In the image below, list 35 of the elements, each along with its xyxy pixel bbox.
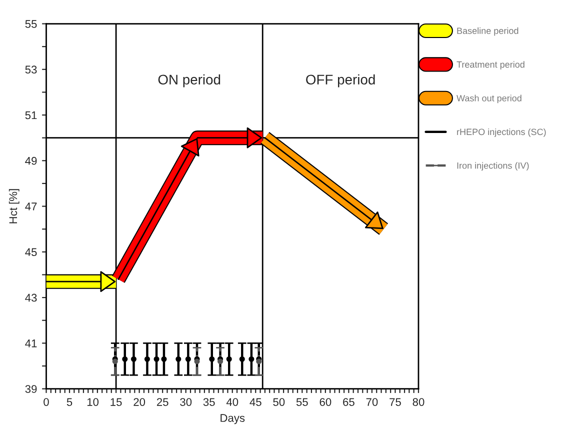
x-tick-label: 30 [180, 398, 192, 406]
y-tick-label: 45 [25, 248, 37, 256]
legend-label: rHEPO injections (SC) [457, 128, 546, 137]
x-tick-label: 65 [343, 398, 354, 406]
y-tick-label: 49 [25, 156, 37, 165]
annotation: ON period [158, 74, 220, 88]
x-tick-label: 50 [273, 398, 285, 406]
x-tick-label: 20 [134, 398, 146, 406]
x-tick-label: 75 [390, 398, 401, 406]
y-tick-label: 39 [25, 385, 37, 393]
x-tick-label: 70 [366, 398, 378, 406]
y-tick-label: 43 [25, 294, 37, 302]
x-tick-label: 60 [320, 398, 332, 406]
x-tick-label: 80 [412, 398, 424, 406]
y-tick-label: 41 [25, 340, 37, 348]
x-tick-label: 35 [203, 398, 215, 406]
x-tick-label: 40 [226, 398, 238, 406]
x-tick-label: 15 [110, 398, 122, 406]
legend-label: Treatment period [456, 61, 524, 70]
y-axis-title: Hct [%] [8, 189, 20, 224]
legend-label: Baseline period [457, 27, 518, 36]
x-tick-label: 55 [296, 398, 308, 406]
y-tick-label: 53 [25, 66, 37, 74]
y-tick-label: 47 [25, 202, 37, 210]
x-tick-label: 25 [156, 398, 168, 406]
x-axis-title: Days [220, 414, 245, 424]
x-tick-label: 5 [66, 398, 72, 406]
annotation: OFF period [306, 74, 375, 88]
y-tick-label: 55 [25, 20, 37, 28]
x-tick-label: 0 [44, 398, 49, 406]
legend-label: Iron injections (IV) [457, 162, 529, 171]
legend-label: Wash out period [456, 94, 522, 104]
x-tick-label: 45 [250, 398, 262, 406]
x-tick-label: 10 [87, 398, 99, 406]
y-tick-label: 51 [25, 111, 37, 120]
